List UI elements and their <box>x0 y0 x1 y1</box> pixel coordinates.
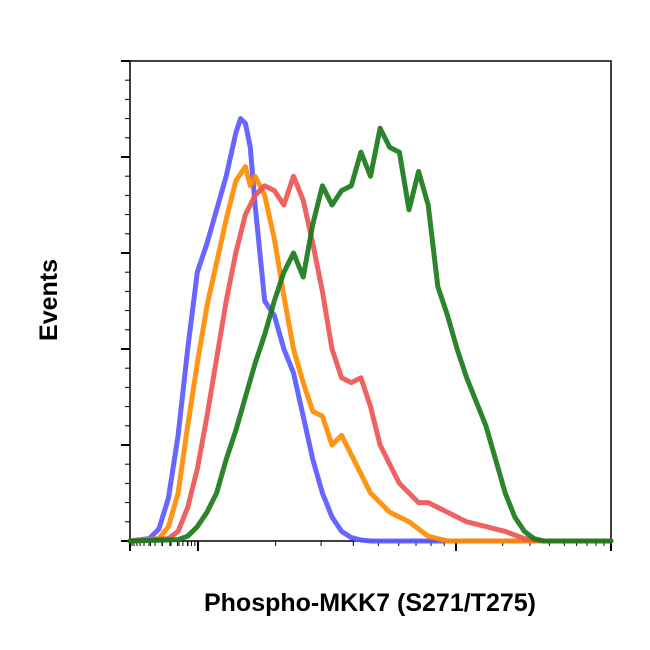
series-green-line <box>127 125 614 544</box>
x-axis-title: Phospho-MKK7 (S271/T275) <box>204 589 536 617</box>
y-axis-title: Events <box>35 259 63 341</box>
y-axis-ticks <box>121 60 130 542</box>
series-group <box>127 116 614 544</box>
series-red-line <box>127 173 614 544</box>
plot-frame <box>129 60 612 542</box>
series-blue-line <box>127 116 614 544</box>
series-orange-line <box>127 164 614 544</box>
plot-border <box>129 60 612 542</box>
